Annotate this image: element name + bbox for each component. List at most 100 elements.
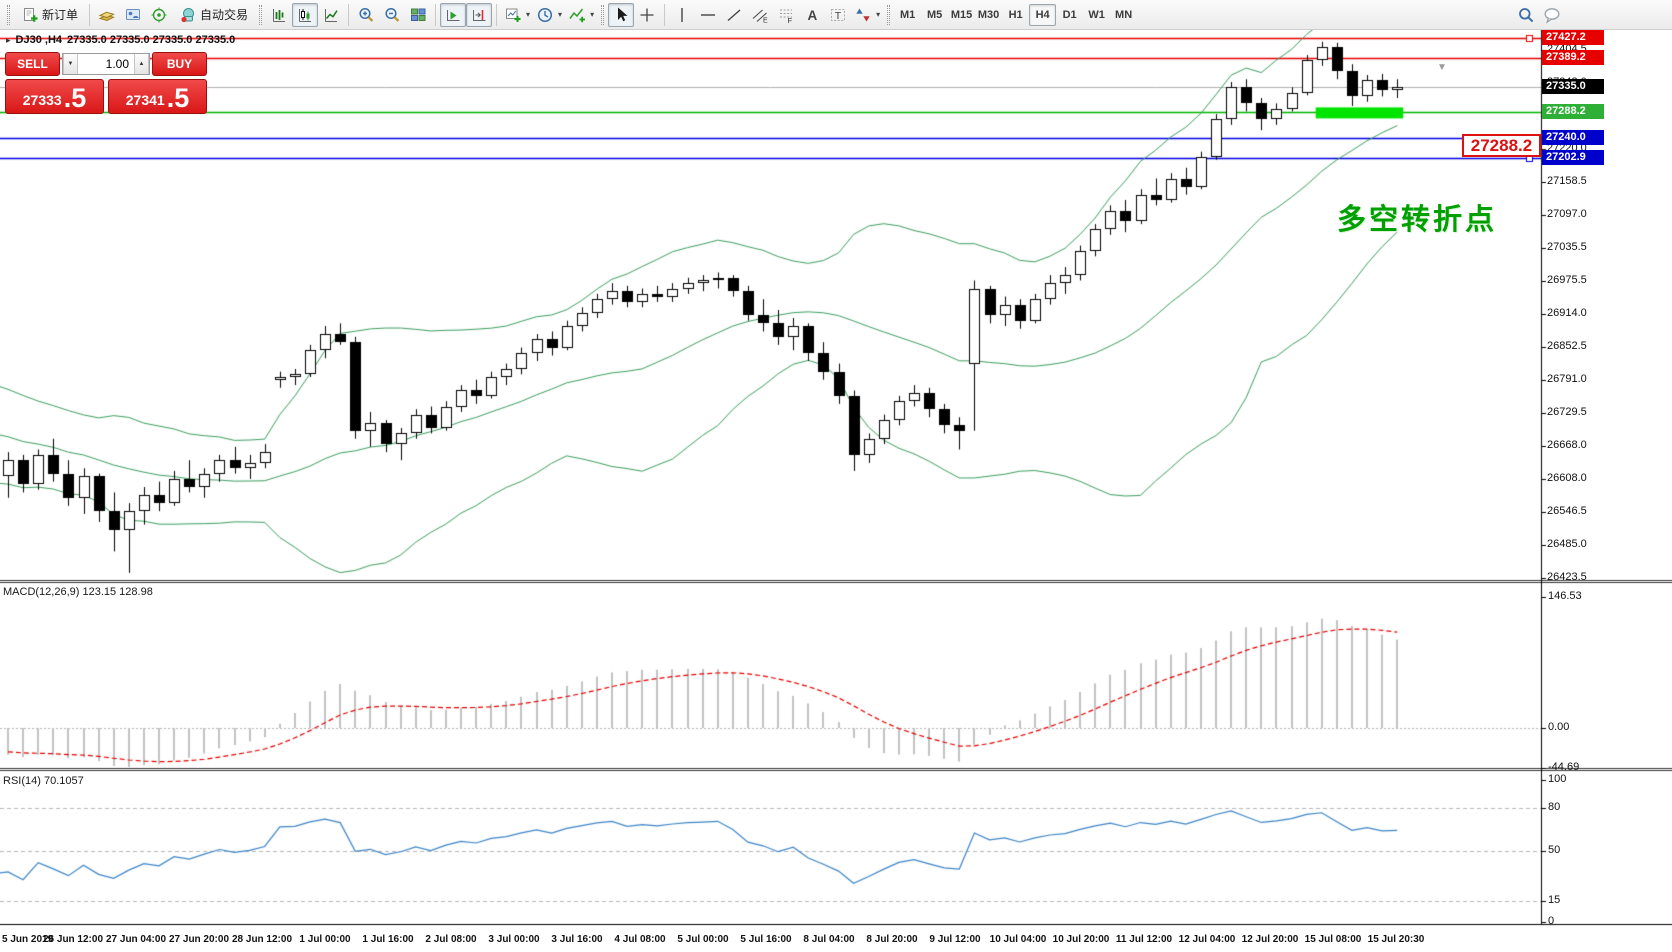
toolbar-separator bbox=[435, 3, 437, 26]
data-window-icon bbox=[126, 8, 141, 20]
sell-button[interactable]: SELL bbox=[5, 52, 60, 76]
horizontal-line-button[interactable] bbox=[695, 3, 721, 27]
timeframe-mn[interactable]: MN bbox=[1115, 8, 1133, 21]
toolbar-separator bbox=[348, 3, 350, 26]
dropdown-arrow-icon: ▾ bbox=[526, 10, 531, 19]
search-button[interactable] bbox=[1513, 3, 1539, 27]
dropdown-arrow-icon: ▾ bbox=[590, 10, 595, 19]
auto-scroll-button[interactable] bbox=[440, 2, 467, 27]
one-click-toggle-icon[interactable]: ▸ bbox=[6, 34, 11, 45]
price-level-badge: 27202.9 bbox=[1542, 150, 1604, 165]
profiles-button[interactable]: ▾ bbox=[533, 3, 565, 27]
crosshair-button[interactable] bbox=[634, 3, 660, 27]
time-axis-label: 15 Jul 20:30 bbox=[1367, 934, 1425, 945]
timeframe-m1[interactable]: M1 bbox=[899, 8, 916, 21]
timeframe-d1[interactable]: D1 bbox=[1062, 8, 1077, 21]
chart-annotation-text[interactable]: 多空转折点 bbox=[1337, 204, 1498, 236]
toolbar-grip[interactable] bbox=[601, 4, 605, 25]
time-axis-label: 8 Jul 20:00 bbox=[866, 934, 918, 945]
zoom-out-button[interactable] bbox=[379, 3, 405, 27]
svg-text:T: T bbox=[835, 10, 842, 22]
price-tick-label: 26423.5 bbox=[1547, 571, 1587, 583]
crosshair-icon bbox=[640, 8, 654, 21]
volume-decrease-button[interactable]: ▼ bbox=[63, 54, 78, 74]
rsi-axis-label: 0 bbox=[1548, 915, 1555, 927]
symbol-label: DJ30 ,H4 bbox=[15, 34, 63, 46]
timeframe-w1[interactable]: W1 bbox=[1088, 8, 1105, 21]
timeframe-m5[interactable]: M5 bbox=[926, 8, 943, 21]
zoom-in-icon bbox=[359, 7, 374, 22]
timeframe-m15[interactable]: M15 bbox=[950, 8, 973, 21]
cursor-icon bbox=[618, 7, 628, 21]
toolbar-grip[interactable] bbox=[7, 4, 10, 25]
chat-icon bbox=[1544, 7, 1560, 24]
candles-chart-button[interactable] bbox=[292, 2, 319, 27]
indicators-button[interactable]: ▾ bbox=[565, 3, 597, 27]
price-tick-label: 26914.0 bbox=[1547, 307, 1587, 319]
text-button[interactable]: A bbox=[799, 3, 825, 27]
price-tick-label: 27158.5 bbox=[1547, 175, 1587, 187]
timeframe-h4[interactable]: H4 bbox=[1029, 3, 1057, 26]
new-chart-button[interactable]: ▾ bbox=[501, 3, 533, 27]
rsi-axis-label: 100 bbox=[1548, 773, 1567, 785]
toolbar-grip[interactable] bbox=[887, 4, 891, 25]
volume-increase-button[interactable]: ▲ bbox=[134, 54, 149, 74]
toolbar-right-group bbox=[1513, 3, 1565, 27]
auto-scroll-icon bbox=[447, 9, 460, 21]
object-anchor-icon[interactable]: ▼ bbox=[1437, 62, 1447, 73]
vertical-line-button[interactable] bbox=[669, 3, 695, 27]
macd-values: 123.15 128.98 bbox=[82, 586, 153, 598]
line-chart-button[interactable] bbox=[318, 3, 344, 27]
zoom-in-button[interactable] bbox=[353, 3, 379, 27]
buy-button[interactable]: BUY bbox=[152, 52, 207, 76]
line-chart-icon bbox=[325, 8, 338, 22]
time-axis-label: 28 Jun 12:00 bbox=[231, 934, 293, 945]
arrows-button[interactable]: ▾ bbox=[851, 3, 883, 27]
dropdown-arrow-icon: ▾ bbox=[876, 10, 881, 19]
data-window-button[interactable] bbox=[120, 3, 146, 27]
time-axis-label: 3 Jul 16:00 bbox=[551, 934, 603, 945]
chart-canvas[interactable] bbox=[0, 30, 1672, 952]
market-watch-icon bbox=[98, 11, 115, 21]
volume-input[interactable] bbox=[78, 54, 134, 74]
buy-price-tile[interactable]: 27341.5 bbox=[108, 79, 207, 114]
chat-button[interactable] bbox=[1539, 3, 1565, 27]
time-axis-label: 1 Jul 00:00 bbox=[299, 934, 351, 945]
one-click-trading-panel: SELL ▼ ▲ BUY 27333.5 27341.5 bbox=[5, 52, 207, 114]
autotrading-button[interactable]: 自动交易 bbox=[172, 3, 255, 27]
toolbar-separator bbox=[89, 3, 91, 26]
new-order-button[interactable]: 新订单 bbox=[14, 3, 85, 27]
channel-icon: E bbox=[752, 9, 768, 24]
trendline-icon bbox=[727, 8, 741, 21]
text-icon: A bbox=[808, 8, 818, 23]
trendline-button[interactable] bbox=[721, 3, 747, 27]
volume-stepper: ▼ ▲ bbox=[62, 53, 150, 75]
tile-windows-button[interactable] bbox=[405, 3, 431, 27]
new-chart-icon bbox=[506, 8, 521, 22]
price-tick-label: 26608.0 bbox=[1547, 472, 1587, 484]
sell-price-tile[interactable]: 27333.5 bbox=[5, 79, 104, 114]
chart-shift-button[interactable] bbox=[466, 2, 493, 27]
timeframe-m30[interactable]: M30 bbox=[977, 8, 1000, 21]
bars-chart-icon bbox=[273, 8, 286, 22]
market-watch-button[interactable] bbox=[94, 3, 120, 27]
navigator-button[interactable] bbox=[146, 3, 172, 27]
fibonacci-button[interactable]: F bbox=[773, 3, 799, 27]
cursor-button[interactable] bbox=[608, 2, 635, 27]
support-price-label[interactable]: 27288.2 bbox=[1462, 134, 1541, 157]
price-level-badge: 27288.2 bbox=[1542, 104, 1604, 119]
rsi-indicator-label: RSI(14) 70.1057 bbox=[3, 775, 84, 787]
price-tick-label: 26668.0 bbox=[1547, 439, 1587, 451]
rsi-axis-label: 15 bbox=[1548, 894, 1561, 906]
time-axis-label: 12 Jul 04:00 bbox=[1178, 934, 1236, 945]
toolbar-grip[interactable] bbox=[259, 4, 263, 25]
bars-chart-button[interactable] bbox=[266, 3, 292, 27]
rsi-axis-label: 50 bbox=[1548, 844, 1561, 856]
zoom-out-icon bbox=[385, 7, 400, 22]
label-button[interactable]: T bbox=[825, 3, 851, 27]
ohlc-values: 27335.0 27335.0 27335.0 27335.0 bbox=[67, 34, 236, 46]
price-tick-label: 26485.0 bbox=[1547, 538, 1587, 550]
macd-axis-label: 146.53 bbox=[1548, 590, 1582, 602]
timeframe-h1[interactable]: H1 bbox=[1008, 8, 1023, 21]
channel-button[interactable]: E bbox=[747, 3, 773, 27]
